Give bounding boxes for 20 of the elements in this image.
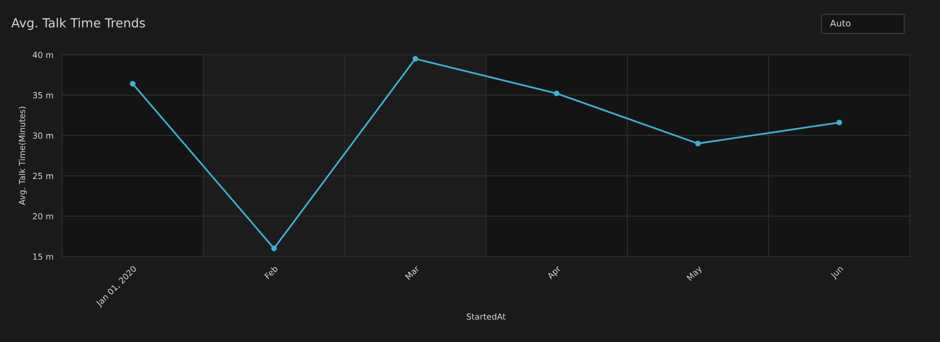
y-tick-label: 15 m [33, 254, 53, 260]
x-tick-label: Feb [264, 265, 278, 280]
point [836, 120, 842, 126]
text: Auto [830, 20, 850, 27]
y-tick-label: 25 m [32, 172, 53, 180]
point [695, 140, 701, 146]
y-tick-label: 30 m [32, 132, 53, 139]
x-tick-label: Mar [404, 265, 420, 280]
y-tick-label: 35 m [32, 92, 53, 98]
y-axis-title: Avg. Talk Time(Minutes) [18, 106, 27, 206]
y-tick-label: 20 m [32, 213, 53, 220]
point [130, 81, 136, 87]
x-tick-label: Jun [830, 266, 844, 280]
y-tick-label: 40 m [32, 52, 53, 58]
x-tick-label: Apr [546, 265, 562, 281]
point [412, 56, 418, 62]
point [271, 246, 277, 252]
point [554, 90, 560, 96]
x-axis-title: StartedAt [466, 313, 506, 320]
chart-title: Avg. Talk Time Trends [11, 18, 145, 30]
